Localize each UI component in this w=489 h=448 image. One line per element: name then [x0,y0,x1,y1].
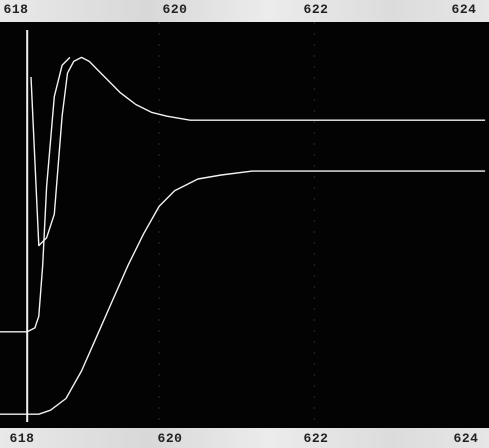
series-line-2 [0,170,486,415]
plot-area [0,22,489,428]
top-axis-ruler: 618 620 622 624 [0,0,489,22]
series-line-1 [0,56,71,333]
top-tick-label-620: 620 [162,2,188,17]
top-tick-label-624: 624 [451,2,477,17]
bottom-tick-label-624: 624 [453,431,479,446]
bottom-tick-label-620: 620 [157,431,183,446]
top-tick-label-618: 618 [3,2,29,17]
chart-svg [0,22,486,428]
series-line-0 [30,56,486,247]
bottom-axis-ruler: 618 620 622 624 [0,428,489,448]
bottom-tick-label-622: 622 [303,431,329,446]
top-tick-label-622: 622 [303,2,329,17]
bottom-tick-label-618: 618 [9,431,35,446]
